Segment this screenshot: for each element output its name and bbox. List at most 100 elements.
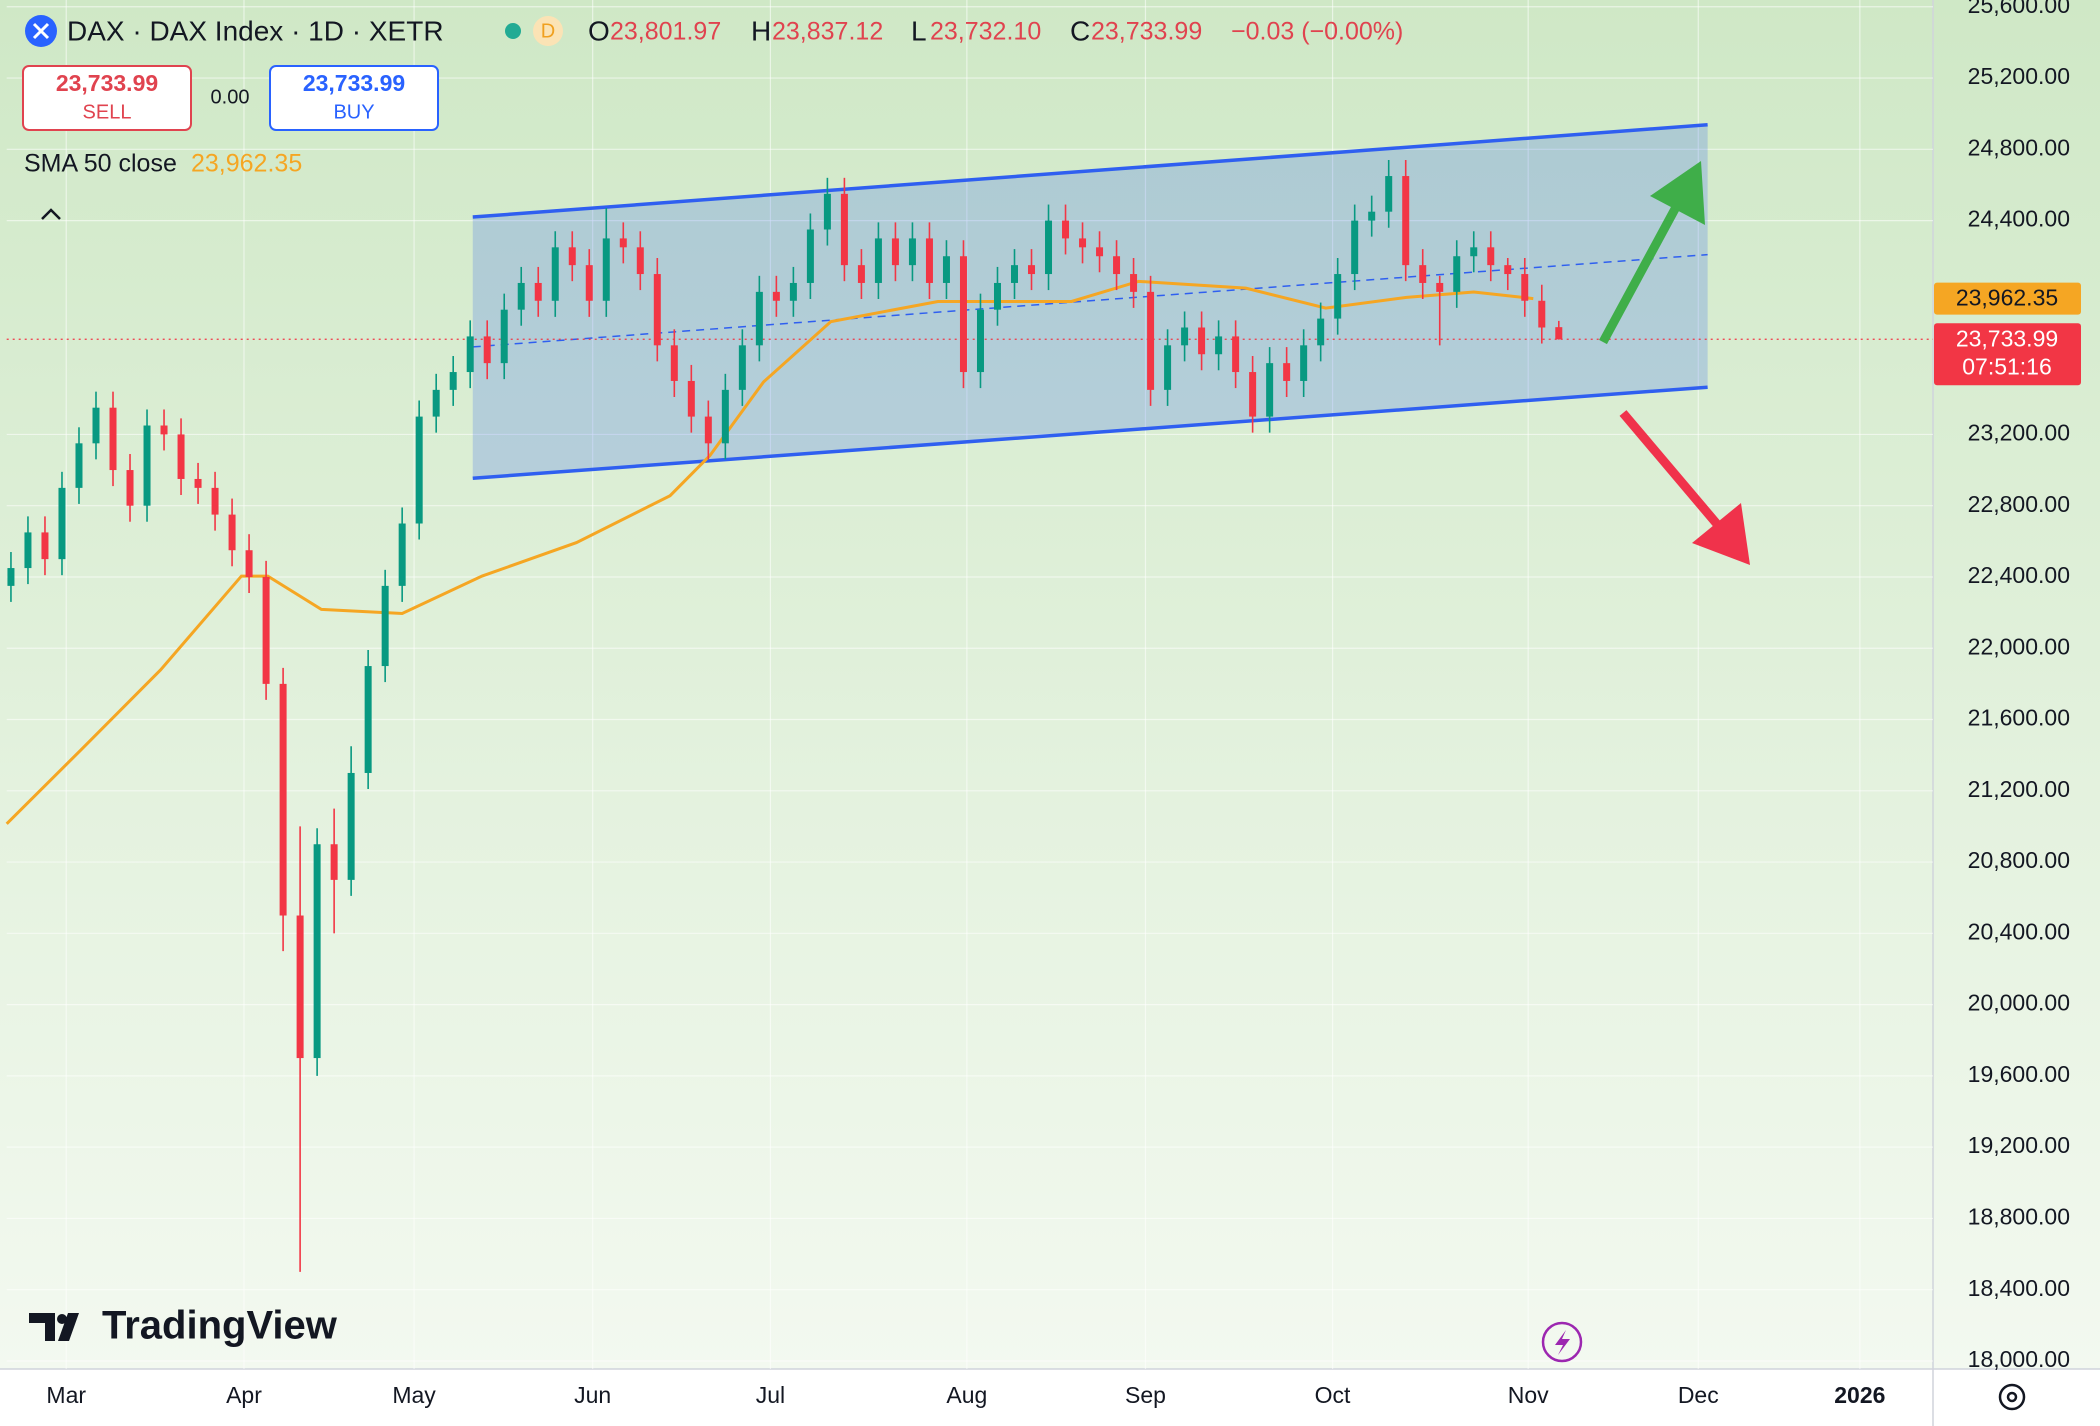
candle-body [653,274,661,346]
ohlc-key: H [751,15,771,46]
lightning-glyph[interactable] [1555,1330,1570,1355]
axes: 18,000.00 18,400.00 18,800.00 19,200.00 19,6… [46,0,2081,1408]
candle-body [517,282,525,310]
buy-button-frame[interactable] [269,65,439,131]
last-price-badge [1934,323,2081,386]
y-tick-label: 18,400.00 [1968,1275,2070,1301]
candle-body [1334,274,1342,319]
y-tick-label: 22,000.00 [1968,633,2070,659]
candle-body [211,487,219,515]
lightning-ring[interactable] [1541,1321,1583,1363]
candle-body [500,309,508,364]
candle-body [1436,282,1444,292]
candle-body [976,309,984,373]
candle-body [245,550,253,577]
settings-ring[interactable] [1998,1383,2026,1411]
sell-price[interactable]: 23,733.99 [56,70,158,96]
candle-body [1232,336,1240,373]
y-tick-label: 18,800.00 [1968,1204,2070,1230]
candle-body [1028,265,1036,275]
candle-body [942,256,950,283]
candle-body [1164,345,1172,390]
candle-body [551,247,559,301]
ohlc-value: 23,801.97 [610,18,721,46]
ohlc-value: 23,733.99 [1091,18,1202,46]
buy-price[interactable]: 23,733.99 [303,70,405,96]
tv-logo-dot [57,1314,67,1324]
tv-wordmark: TradingView [102,1304,338,1348]
candle-body [585,265,593,301]
sell-button[interactable]: 23,733.99 SELL [22,65,192,131]
candle-body [279,683,287,916]
y-tick-label: 21,200.00 [1968,776,2070,802]
candle-body [772,291,780,301]
candle-body [1317,318,1325,346]
sell-button-frame[interactable] [22,65,192,131]
candle-body [1045,220,1053,275]
channel-upper [472,122,1708,219]
settings-button[interactable] [1998,1383,2026,1411]
x-tick-label: Nov [1508,1382,1549,1408]
settings-hub[interactable] [2006,1391,2018,1403]
y-tick-label: 25,200.00 [1968,63,2070,89]
y-tick-label: 25,600.00 [1968,0,2070,18]
y-tick-label: 24,400.00 [1968,206,2070,232]
sma-badge [1934,282,2081,315]
candle-body [364,666,372,773]
x-tick-label: Jul [756,1382,785,1408]
y-tick-label: 19,200.00 [1968,1132,2070,1158]
candle-body [738,345,746,390]
candle-body [1249,372,1257,417]
ohlc-key: O [588,15,610,46]
candle-body [908,238,916,266]
candle-body [1198,327,1206,355]
spread: 0.00 [211,86,250,108]
status-text: D [541,20,555,42]
candle-body [806,229,814,283]
plot-area [5,122,1933,1272]
candle-body [1470,247,1478,257]
indicator-value: 23,962.35 [191,150,302,178]
candle-body [1351,220,1359,275]
sell-label[interactable]: SELL [83,101,132,123]
candle-body [126,470,134,506]
ohlc-value: 23,837.12 [772,18,883,46]
y-tick-label: 19,600.00 [1968,1061,2070,1087]
candle-body [1113,256,1121,275]
candle-body [415,416,423,524]
y-tick-label: 18,000.00 [1968,1346,2070,1372]
candle-body [1266,363,1274,417]
candle-body [789,282,797,301]
candle-body [24,532,32,569]
symbol-title: DAX · DAX Index · 1D · XETR [67,15,444,46]
candle-body [313,844,321,1059]
y-tick-label: 20,800.00 [1968,847,2070,873]
candle-body [347,772,355,880]
candle-body [874,238,882,283]
candle-body [704,416,712,444]
buy-button[interactable]: 23,733.99 BUY [269,65,439,131]
candle-body [670,345,678,381]
candle-body [1300,345,1308,381]
sma-badge-label: 23,962.35 [1956,285,2058,311]
x-tick-label: Mar [46,1382,86,1408]
candle-body [381,585,389,667]
candle-body [449,372,457,390]
candle-body [1453,256,1461,292]
candle-body [1487,247,1495,266]
y-tick-label: 20,400.00 [1968,918,2070,944]
x-tick-label: 2026 [1834,1382,1885,1408]
candle-body [1283,363,1291,381]
x-tick-label: Dec [1678,1382,1719,1408]
lightning-button[interactable] [1541,1321,1583,1363]
channel-lower [472,385,1708,480]
buy-label[interactable]: BUY [333,101,374,123]
time-axis-background [0,1369,2100,1426]
candle-body [568,247,576,266]
x-tick-label: May [392,1382,436,1408]
candle-body [1555,327,1563,340]
candle-body [262,576,270,684]
y-tick-label: 20,000.00 [1968,990,2070,1016]
collapse-button[interactable] [41,208,61,220]
candle-body [398,523,406,586]
